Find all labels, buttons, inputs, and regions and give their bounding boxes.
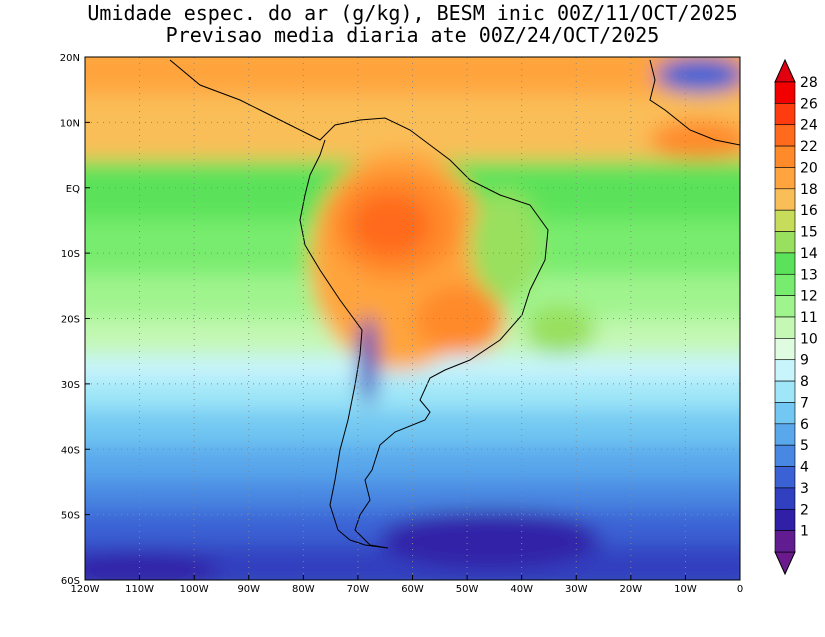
lon-tick-label: 30W bbox=[565, 584, 588, 595]
lon-tick-label: 100W bbox=[180, 584, 209, 595]
colorbar-swatch bbox=[774, 273, 796, 296]
colorbar-swatch bbox=[774, 423, 796, 446]
lat-tick-label: 30S bbox=[61, 380, 80, 391]
colorbar-level-label: 6 bbox=[800, 417, 809, 433]
colorbar-swatch bbox=[774, 338, 796, 361]
lon-tick-label: 110W bbox=[125, 584, 154, 595]
colorbar-level-label: 9 bbox=[800, 353, 809, 369]
lat-tick-label: 50S bbox=[61, 511, 80, 522]
colorbar-level-label: 2 bbox=[800, 502, 809, 518]
colorbar-level-label: 4 bbox=[800, 460, 809, 476]
humidity-field bbox=[85, 57, 740, 580]
colorbar-swatch bbox=[774, 252, 796, 275]
colorbar-bottom-arrow bbox=[774, 551, 796, 576]
colorbar-swatch bbox=[774, 530, 796, 553]
lat-tick-label: EQ bbox=[66, 184, 80, 195]
colorbar-swatch bbox=[774, 466, 796, 489]
colorbar-swatch bbox=[774, 508, 796, 531]
lat-tick-label: 20S bbox=[61, 315, 80, 326]
colorbar-level-label: 13 bbox=[800, 267, 818, 283]
colorbar-swatch bbox=[774, 145, 796, 168]
colorbar-swatch bbox=[774, 316, 796, 339]
colorbar-swatch bbox=[774, 209, 796, 232]
colorbar-level-label: 10 bbox=[800, 331, 818, 347]
lon-tick-label: 70W bbox=[347, 584, 370, 595]
colorbar-swatch bbox=[774, 167, 796, 190]
latitude-labels: 20N 10N EQ 10S 20S 30S 40S 50S 60S bbox=[60, 53, 90, 587]
colorbar-level-label: 14 bbox=[800, 246, 818, 262]
lon-tick-label: 60W bbox=[401, 584, 424, 595]
lat-tick-label: 10N bbox=[60, 118, 80, 129]
colorbar-level-label: 12 bbox=[800, 289, 818, 305]
colorbar-level-label: 18 bbox=[800, 182, 818, 198]
lat-tick-label: 10S bbox=[61, 249, 80, 260]
lon-tick-label: 0 bbox=[737, 584, 743, 595]
colorbar-level-label: 8 bbox=[800, 374, 809, 390]
lon-tick-label: 90W bbox=[237, 584, 260, 595]
colorbar-swatch bbox=[774, 103, 796, 126]
lon-tick-label: 120W bbox=[71, 584, 100, 595]
colorbar-swatch bbox=[774, 487, 796, 510]
colorbar-swatch bbox=[774, 402, 796, 425]
colorbar-level-label: 16 bbox=[800, 203, 818, 219]
colorbar-level-label: 20 bbox=[800, 160, 818, 176]
lat-tick-label: 20N bbox=[60, 53, 80, 64]
colorbar-level-label: 24 bbox=[800, 118, 818, 134]
colorbar-level-label: 26 bbox=[800, 96, 818, 112]
map-title-line2: Previsao media diaria ate 00Z/24/OCT/202… bbox=[165, 23, 660, 47]
colorbar-swatch bbox=[774, 380, 796, 403]
lon-tick-label: 50W bbox=[456, 584, 479, 595]
colorbar-swatch bbox=[774, 359, 796, 382]
lat-tick-label: 40S bbox=[61, 445, 80, 456]
lat-tick-label: 60S bbox=[61, 576, 80, 587]
colorbar-level-label: 15 bbox=[800, 225, 818, 241]
lon-tick-label: 40W bbox=[510, 584, 533, 595]
lon-tick-label: 80W bbox=[292, 584, 315, 595]
colorbar-swatch bbox=[774, 444, 796, 467]
lon-tick-label: 20W bbox=[620, 584, 643, 595]
colorbar-swatch bbox=[774, 188, 796, 211]
colorbar-swatch bbox=[774, 295, 796, 318]
map-title-line1: Umidade espec. do ar (g/kg), BESM inic 0… bbox=[87, 1, 738, 25]
colorbar-swatch bbox=[774, 124, 796, 147]
colorbar-swatch bbox=[774, 231, 796, 254]
longitude-labels: 120W 110W 100W 90W 80W 70W 60W 50W 40W 30W 20W 10W 0 bbox=[71, 575, 743, 595]
colorbar-level-label: 3 bbox=[800, 481, 809, 497]
colorbar-level-label: 22 bbox=[800, 139, 818, 155]
colorbar-level-label: 7 bbox=[800, 395, 809, 411]
colorbar-top-arrow bbox=[774, 58, 796, 83]
lon-tick-label: 10W bbox=[674, 584, 697, 595]
coastline bbox=[169, 59, 740, 549]
colorbar: 28 26 24 22 20 18 16 15 14 13 12 11 10 9 8 7 6 5 4 3 2 1 bbox=[774, 58, 818, 576]
colorbar-swatch bbox=[774, 81, 796, 104]
colorbar-level-label: 1 bbox=[800, 524, 809, 540]
colorbar-level-label: 5 bbox=[800, 438, 809, 454]
colorbar-level-label: 28 bbox=[800, 75, 818, 91]
colorbar-level-label: 11 bbox=[800, 310, 818, 326]
